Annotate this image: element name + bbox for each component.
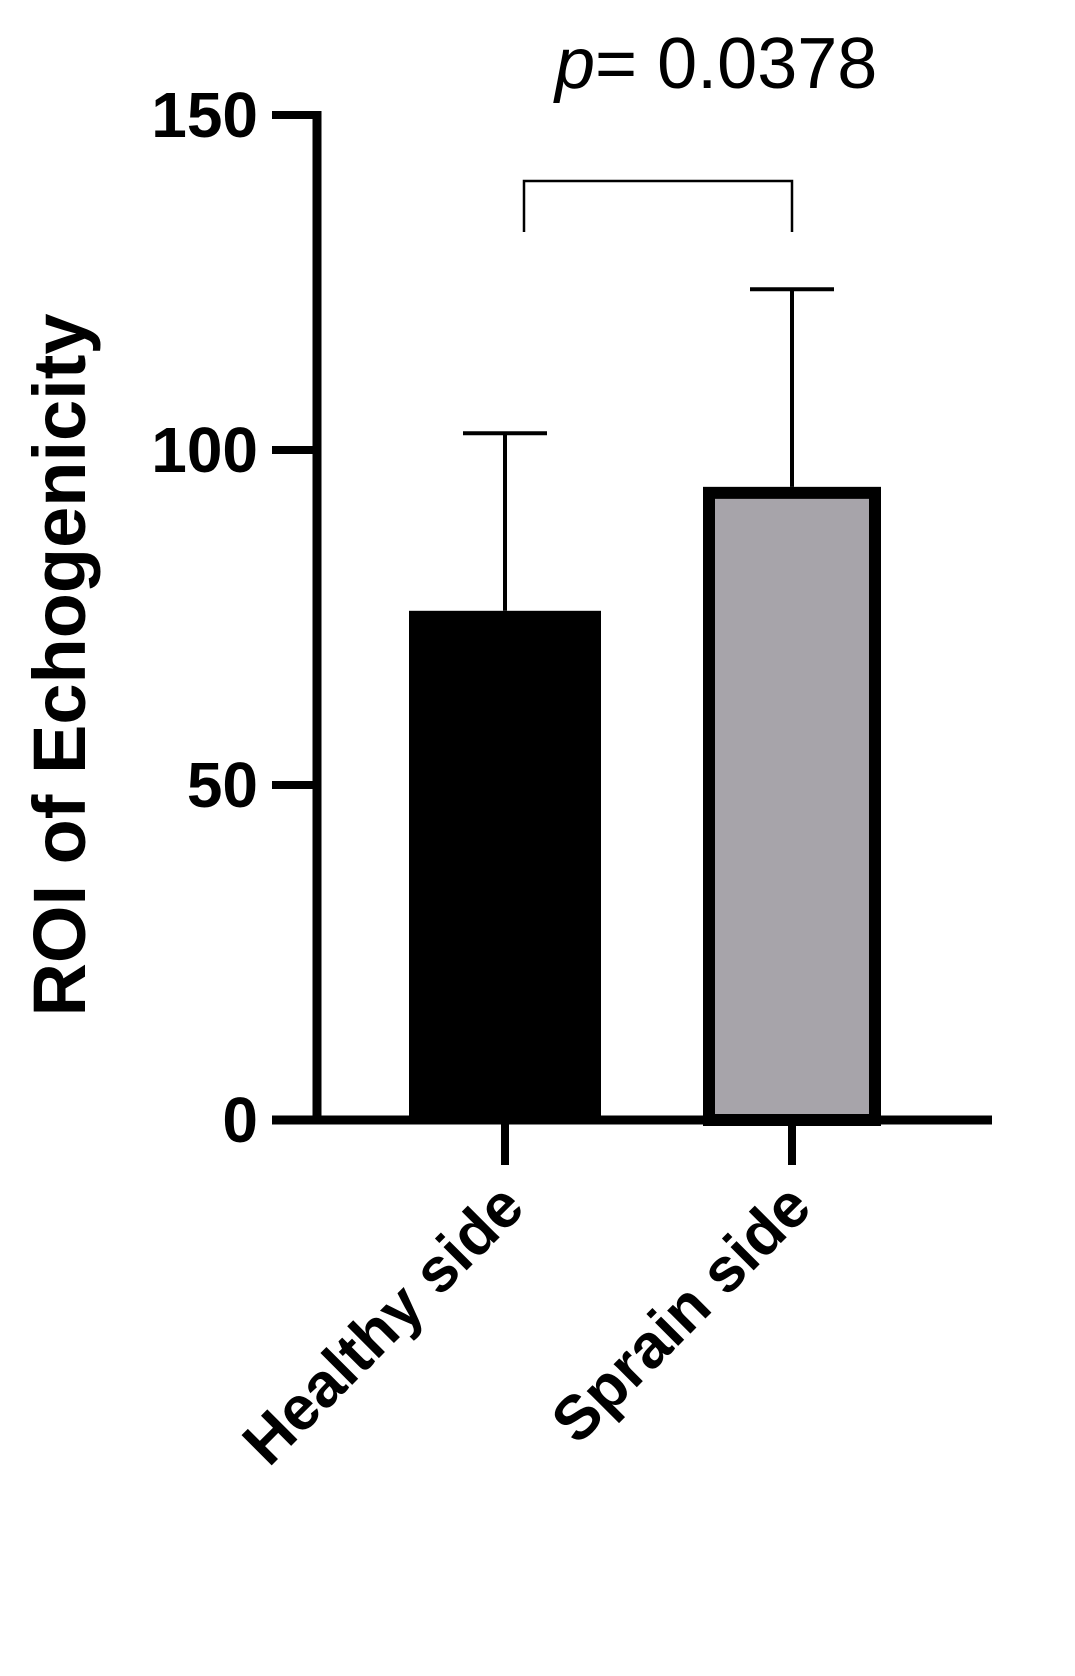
p-symbol: p [553, 24, 595, 104]
y-axis-title: ROI of Echogenicity [18, 313, 101, 1016]
significance-bracket [522, 179, 794, 232]
y-tick-label: 0 [222, 1084, 258, 1156]
bar-healthy-side [409, 610, 601, 1120]
p-value-annotation: p= 0.0378 [553, 24, 877, 104]
y-tick-label: 150 [151, 79, 258, 151]
plot-area: Healthy side Sprain side 0 50 100 150 [151, 79, 992, 1478]
bar-sprain-side [703, 486, 881, 1127]
y-tick-label: 100 [151, 414, 258, 486]
y-tick-label: 50 [187, 749, 258, 821]
x-tick-label: Healthy side [230, 1171, 537, 1478]
p-value-text: = 0.0378 [595, 24, 877, 104]
x-tick-label: Sprain side [539, 1171, 824, 1456]
